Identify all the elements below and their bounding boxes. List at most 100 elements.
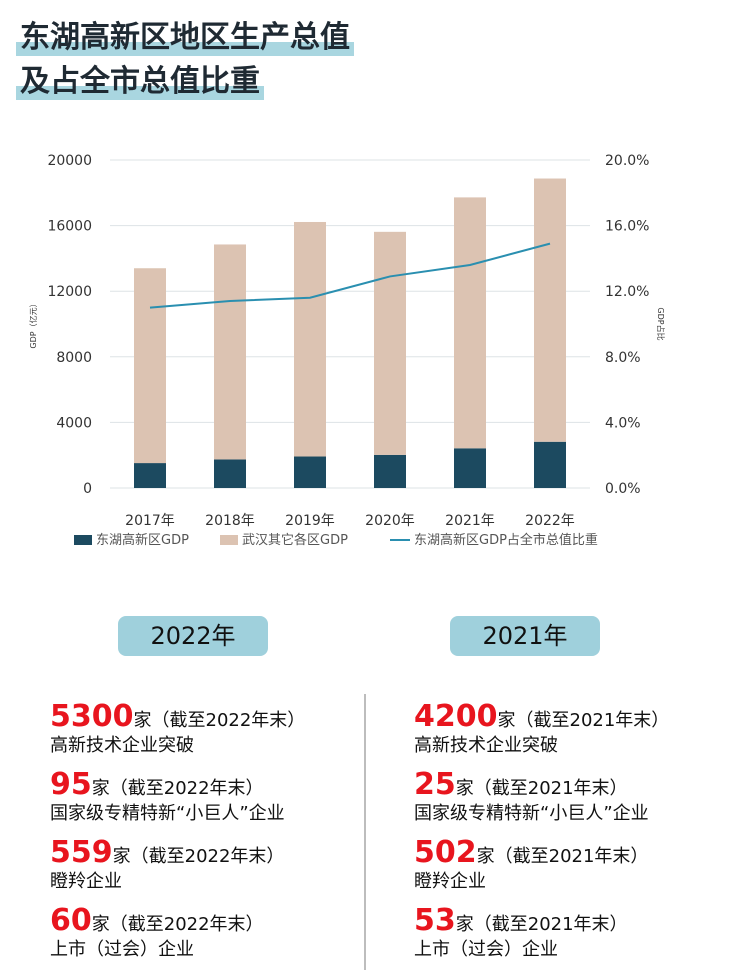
stat-unit: 家 bbox=[497, 710, 516, 731]
stat-headline: 4200家（截至2021年末） bbox=[414, 700, 744, 734]
stat-number: 559 bbox=[50, 835, 113, 870]
stat-item: 559家（截至2022年末） 瞪羚企业 bbox=[50, 836, 380, 904]
stat-item: 95家（截至2022年末） 国家级专精特新“小巨人”企业 bbox=[50, 768, 380, 836]
chart-legend: 东湖高新区GDP 武汉其它各区GDP 东湖高新区GDP占全市总值比重 bbox=[74, 532, 598, 548]
stat-unit: 家 bbox=[112, 846, 131, 867]
stat-headline: 559家（截至2022年末） bbox=[50, 836, 380, 870]
x-tick-label: 2018年 bbox=[205, 513, 255, 529]
y2-tick-label: 8.0% bbox=[605, 350, 641, 366]
y-tick-label: 4000 bbox=[56, 415, 92, 431]
stat-description: 上市（过会）企业 bbox=[414, 939, 558, 960]
stat-headline: 25家（截至2021年末） bbox=[414, 768, 744, 802]
stat-note: （截至2022年末） bbox=[130, 846, 285, 867]
y2-tick-label: 0.0% bbox=[605, 481, 641, 497]
bar-donghu-1 bbox=[214, 459, 246, 488]
stat-note: （截至2021年末） bbox=[473, 914, 628, 935]
bar-other-1 bbox=[214, 244, 246, 460]
stat-headline: 60家（截至2022年末） bbox=[50, 904, 380, 938]
year-tab-2021[interactable]: 2021年 bbox=[450, 616, 600, 656]
stat-note: （截至2021年末） bbox=[494, 846, 649, 867]
stat-note: （截至2021年末） bbox=[515, 710, 670, 731]
y-axis-right-title: GDP占比 bbox=[656, 307, 666, 340]
stat-description: 上市（过会）企业 bbox=[50, 939, 194, 960]
title-highlight bbox=[16, 86, 264, 100]
legend-swatch bbox=[220, 535, 238, 545]
stat-item: 53家（截至2021年末） 上市（过会）企业 bbox=[414, 904, 744, 972]
x-tick-label: 2020年 bbox=[365, 513, 415, 529]
page-title-line-2: 及占全市总值比重 bbox=[16, 62, 264, 102]
x-tick-label: 2021年 bbox=[445, 513, 495, 529]
y2-tick-label: 4.0% bbox=[605, 415, 641, 431]
title-text-1: 东湖高新区地区生产总值 bbox=[20, 20, 350, 55]
y2-tick-label: 12.0% bbox=[605, 284, 649, 300]
stat-description: 瞪羚企业 bbox=[50, 871, 122, 892]
stat-unit: 家 bbox=[455, 778, 474, 799]
stat-description: 高新技术企业突破 bbox=[50, 735, 194, 756]
stat-number: 5300 bbox=[50, 699, 134, 734]
stat-item: 60家（截至2022年末） 上市（过会）企业 bbox=[50, 904, 380, 972]
stat-description: 瞪羚企业 bbox=[414, 871, 486, 892]
stat-note: （截至2022年末） bbox=[151, 710, 306, 731]
bar-donghu-2 bbox=[294, 456, 326, 488]
page-title-line-1: 东湖高新区地区生产总值 bbox=[16, 18, 354, 58]
chart-gridlines bbox=[110, 159, 590, 489]
x-axis-ticks: 2017年 2018年 2019年 2020年 2021年 2022年 bbox=[125, 513, 575, 529]
stat-description: 国家级专精特新“小巨人”企业 bbox=[414, 803, 649, 824]
bar-donghu-4 bbox=[454, 448, 486, 488]
y-tick-label: 12000 bbox=[47, 284, 92, 300]
gdp-chart: 0 4000 8000 12000 16000 20000 0.0% 4.0% 8.0% 12.… bbox=[28, 153, 666, 548]
stat-item: 4200家（截至2021年末） 高新技术企业突破 bbox=[414, 700, 744, 768]
y-tick-label: 20000 bbox=[47, 153, 92, 169]
stat-unit: 家 bbox=[133, 710, 152, 731]
stat-number: 502 bbox=[414, 835, 477, 870]
stat-note: （截至2021年末） bbox=[473, 778, 628, 799]
stat-item: 5300家（截至2022年末） 高新技术企业突破 bbox=[50, 700, 380, 768]
bar-donghu-3 bbox=[374, 454, 406, 488]
stat-number: 4200 bbox=[414, 699, 498, 734]
y-axis-left-ticks: 0 4000 8000 12000 16000 20000 bbox=[47, 153, 92, 497]
stat-headline: 502家（截至2021年末） bbox=[414, 836, 744, 870]
chart-bars bbox=[134, 178, 566, 488]
stat-unit: 家 bbox=[455, 914, 474, 935]
x-tick-label: 2019年 bbox=[285, 513, 335, 529]
chart-line bbox=[149, 242, 551, 309]
y2-tick-label: 16.0% bbox=[605, 219, 649, 235]
legend-swatch bbox=[74, 535, 92, 545]
stats-2022: 5300家（截至2022年末） 高新技术企业突破 95家（截至2022年末） 国家级专… bbox=[50, 700, 380, 972]
column-divider bbox=[364, 694, 366, 970]
x-tick-label: 2017年 bbox=[125, 513, 175, 529]
stat-number: 53 bbox=[414, 903, 456, 938]
bar-donghu-0 bbox=[134, 463, 166, 488]
legend-label: 东湖高新区GDP bbox=[96, 532, 189, 548]
title-highlight bbox=[16, 42, 354, 56]
stat-unit: 家 bbox=[91, 778, 110, 799]
bar-other-0 bbox=[134, 268, 166, 464]
legend-label: 武汉其它各区GDP bbox=[242, 532, 348, 548]
stat-note: （截至2022年末） bbox=[109, 914, 264, 935]
y2-tick-label: 20.0% bbox=[605, 153, 649, 169]
stat-description: 国家级专精特新“小巨人”企业 bbox=[50, 803, 285, 824]
stat-headline: 95家（截至2022年末） bbox=[50, 768, 380, 802]
stat-description: 高新技术企业突破 bbox=[414, 735, 558, 756]
share-line bbox=[149, 242, 551, 309]
y-axis-left-title: GDP（亿元） bbox=[28, 299, 38, 348]
stat-unit: 家 bbox=[91, 914, 110, 935]
stat-item: 502家（截至2021年末） 瞪羚企业 bbox=[414, 836, 744, 904]
bar-other-3 bbox=[374, 231, 406, 455]
stat-item: 25家（截至2021年末） 国家级专精特新“小巨人”企业 bbox=[414, 768, 744, 836]
y-tick-label: 16000 bbox=[47, 219, 92, 235]
bar-other-4 bbox=[454, 197, 486, 449]
stat-number: 25 bbox=[414, 767, 456, 802]
stats-2021: 4200家（截至2021年末） 高新技术企业突破 25家（截至2021年末） 国家级专… bbox=[414, 700, 744, 972]
bar-other-2 bbox=[294, 221, 326, 457]
x-tick-label: 2022年 bbox=[525, 513, 575, 529]
stat-number: 95 bbox=[50, 767, 92, 802]
stat-number: 60 bbox=[50, 903, 92, 938]
year-tab-2022[interactable]: 2022年 bbox=[118, 616, 268, 656]
y-tick-label: 0 bbox=[83, 481, 92, 497]
stat-unit: 家 bbox=[476, 846, 495, 867]
stat-note: （截至2022年末） bbox=[109, 778, 264, 799]
bar-donghu-5 bbox=[534, 441, 566, 488]
stat-headline: 5300家（截至2022年末） bbox=[50, 700, 380, 734]
y-tick-label: 8000 bbox=[56, 350, 92, 366]
